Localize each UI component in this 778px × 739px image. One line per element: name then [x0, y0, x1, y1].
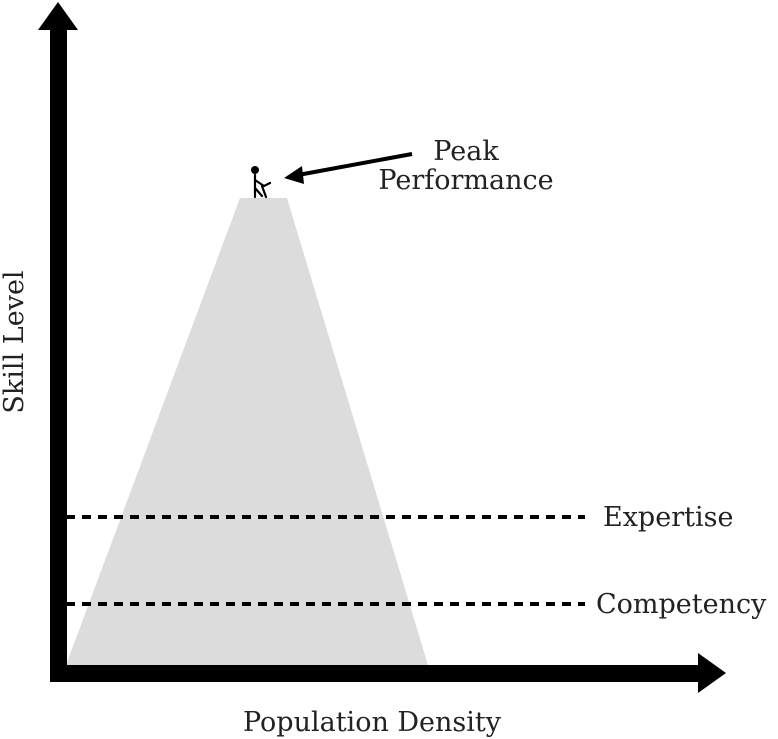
- arrow-icon: [284, 152, 413, 184]
- x-axis-arrowhead: [698, 653, 726, 693]
- population-mountain: [66, 198, 428, 665]
- expertise-label: Expertise: [603, 502, 733, 533]
- competency-label: Competency: [596, 589, 767, 620]
- peak-label-line2: Performance: [378, 165, 553, 196]
- x-axis-label: Population Density: [243, 707, 502, 738]
- y-axis-label: Skill Level: [0, 270, 30, 413]
- y-axis: [38, 2, 78, 682]
- person-icon: [251, 166, 272, 199]
- y-axis-arrowhead: [38, 2, 78, 30]
- peak-label-line1: Peak: [433, 136, 499, 167]
- x-axis: [50, 653, 726, 693]
